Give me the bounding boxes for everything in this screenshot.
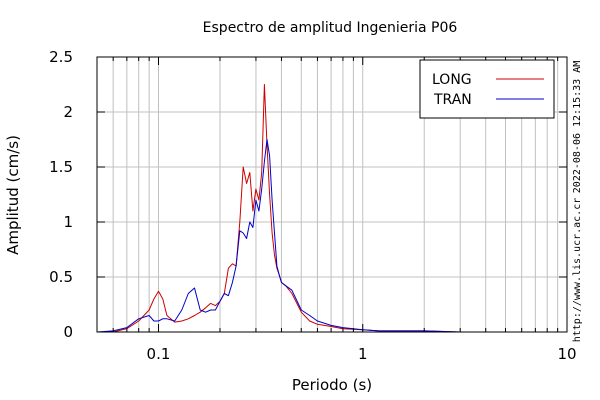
y-tick-label-2: 1: [63, 213, 73, 231]
legend-box: [419, 59, 555, 119]
y-tick-label-1: 0.5: [49, 268, 73, 286]
y-tick-label-0: 0: [63, 323, 73, 341]
series-layer: [96, 84, 567, 333]
chart-title: Espectro de amplitud Ingenieria P06: [203, 20, 458, 36]
y-tick-label-3: 1.5: [49, 158, 73, 176]
series-line-long: [97, 84, 567, 333]
ticks: 0 0.5 1 1.5 2 2.5 0.1 1 10: [49, 48, 576, 363]
x-tick-label-2: 10: [557, 345, 576, 363]
x-tick-label-1: 1: [358, 345, 368, 363]
plot-frame: [96, 56, 568, 333]
legend-label-tran: TRAN: [433, 92, 472, 108]
legend-label-long: LONG: [432, 72, 472, 88]
y-tick-label-4: 2: [63, 103, 73, 121]
timestamp-label: 2022-08-06 12:15:33 AM: [572, 61, 583, 193]
series-line-tran: [96, 139, 567, 333]
x-tick-label-0: 0.1: [147, 345, 171, 363]
x-axis-label: Periodo (s): [292, 376, 372, 394]
grid: [97, 57, 567, 332]
url-label: http://www.lis.ucr.ac.cr: [572, 198, 583, 343]
y-tick-label-5: 2.5: [49, 48, 73, 66]
legend: LONG TRAN: [419, 59, 555, 119]
y-axis-label: Amplitud (cm/s): [4, 135, 22, 255]
